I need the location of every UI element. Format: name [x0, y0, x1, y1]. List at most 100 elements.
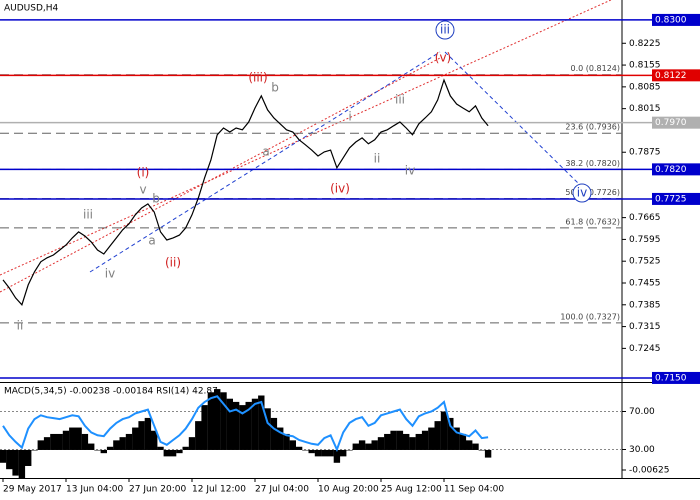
macd-bar: [25, 449, 32, 466]
macd-bar: [125, 433, 133, 450]
wave-label: (i): [137, 166, 150, 180]
macd-bar: [144, 417, 152, 450]
macd-bar: [340, 449, 347, 457]
y-tick-label: 0.8015: [629, 104, 661, 114]
macd-bar: [440, 411, 448, 450]
x-tick-label: 27 Jul 04:00: [255, 485, 309, 495]
level-box: [652, 163, 700, 176]
macd-bar: [472, 443, 479, 450]
macd-bar: [428, 427, 435, 450]
level-label: 0.8300: [655, 15, 687, 25]
macd-bar: [62, 430, 70, 450]
level-label: 0.7725: [655, 194, 687, 204]
macd-bar: [56, 433, 63, 450]
fib-level-label: 100.0 (0.7327): [560, 312, 620, 321]
wave-circle: [572, 183, 592, 203]
macd-bar: [201, 405, 208, 450]
y-tick-label: 0.7385: [629, 300, 661, 310]
level-label: 0.7970: [655, 118, 687, 128]
macd-bar: [232, 401, 240, 450]
macd-bar: [75, 427, 82, 450]
macd-bar: [94, 449, 101, 451]
macd-bar: [220, 392, 227, 450]
fib-level-label: 50.0 (0.7726): [565, 188, 620, 197]
macd-bar: [100, 449, 107, 454]
y-tick-label: 0.7455: [629, 278, 661, 288]
y-tick-label: 0.7315: [629, 322, 661, 332]
macd-bar: [270, 417, 278, 450]
macd-bar: [283, 433, 290, 450]
macd-bar: [258, 395, 265, 450]
wave-label: b: [271, 81, 279, 95]
level-label: 0.7820: [655, 165, 687, 175]
level-box: [652, 116, 700, 129]
macd-bar: [302, 449, 309, 451]
macd-bar: [396, 430, 404, 450]
macd-bar: [314, 449, 322, 457]
macd-bar: [182, 446, 189, 450]
macd-bar: [226, 398, 233, 450]
macd-bar: [390, 430, 397, 450]
macd-bar: [384, 433, 391, 450]
macd-bar: [106, 446, 114, 450]
macd-bar: [308, 449, 315, 454]
macd-bar: [113, 440, 120, 450]
macd-bar: [176, 449, 183, 454]
macd-bar: [321, 449, 328, 457]
macd-bar: [346, 449, 353, 451]
trend-line: [444, 51, 581, 186]
trend-line: [0, 57, 441, 293]
macd-bar: [43, 437, 51, 450]
indicator-title: MACD(5,34,5) -0.00238 -0.00184 RSI(14) 4…: [4, 387, 218, 397]
macd-bar: [478, 449, 485, 451]
x-tick-label: 12 Jul 12:00: [192, 485, 246, 495]
macd-bar: [157, 446, 164, 450]
macd-bar: [207, 392, 215, 450]
macd-bar: [18, 449, 26, 479]
macd-bar: [132, 427, 139, 450]
macd-bar: [245, 401, 252, 450]
macd-bar: [484, 449, 492, 458]
x-tick-label: 25 Aug 12:00: [381, 485, 442, 495]
macd-bar: [453, 427, 460, 450]
macd-bar: [352, 443, 359, 450]
macd-bar: [371, 440, 378, 450]
macd-bar: [50, 433, 57, 450]
macd-bar: [169, 449, 177, 457]
macd-bar: [31, 449, 38, 451]
wave-label: (iv): [330, 182, 350, 196]
macd-bar: [37, 440, 44, 450]
level-box: [652, 192, 700, 205]
y-tick-label: 0.8225: [629, 39, 661, 49]
y-tick-label: -0.00625: [629, 465, 669, 475]
macd-bar: [81, 433, 89, 450]
macd-bar: [264, 408, 271, 450]
macd-bar: [415, 433, 422, 450]
fib-level-label: 38.2 (0.7820): [565, 159, 620, 168]
price-line: [2, 78, 489, 306]
wave-label: iii: [395, 93, 405, 107]
y-tick-label: 0.7875: [629, 148, 661, 158]
wave-label: ii: [374, 152, 381, 166]
wave-label: (v): [435, 51, 451, 65]
level-label: 0.7150: [655, 373, 687, 383]
macd-bar: [138, 421, 145, 450]
macd-bar: [163, 449, 170, 457]
macd-bar: [251, 398, 259, 450]
trend-line: [89, 51, 441, 273]
macd-bar: [403, 433, 410, 450]
wave-label: ii: [17, 319, 24, 333]
x-tick-label: 27 Jun 20:00: [129, 485, 186, 495]
x-tick-label: 11 Sep 04:00: [444, 485, 504, 495]
macd-bar: [365, 443, 372, 450]
macd-bar: [277, 427, 284, 450]
y-tick-label: 0.7525: [629, 257, 661, 267]
wave-label: b: [152, 192, 160, 206]
macd-bar: [447, 417, 454, 450]
macd-bar: [0, 449, 7, 463]
level-box: [652, 13, 700, 26]
wave-label: iv: [405, 164, 415, 178]
fib-level-label: 61.8 (0.7632): [565, 217, 620, 226]
macd-bar: [214, 389, 221, 450]
